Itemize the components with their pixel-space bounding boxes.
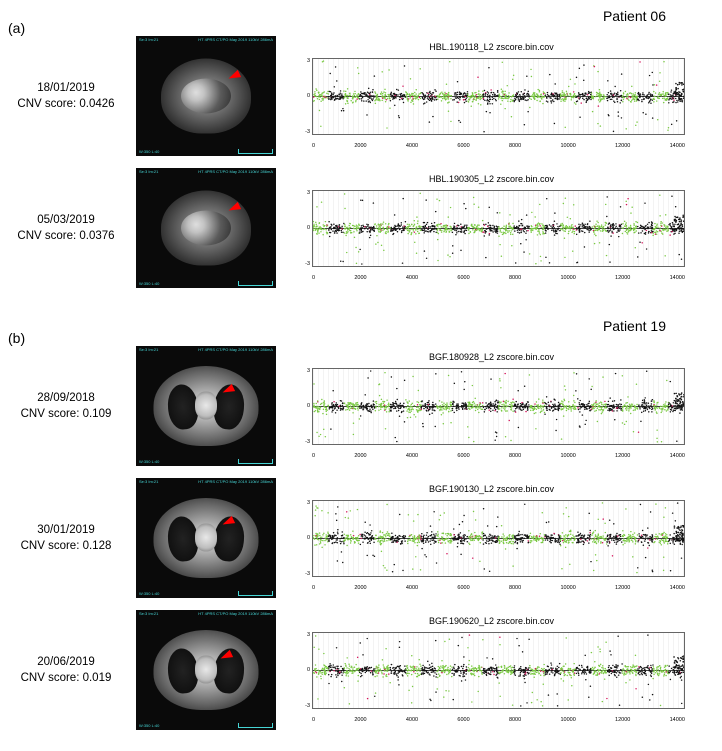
patient-b-label: Patient 19 xyxy=(603,318,666,334)
row-b-1: 30/01/2019 CNV score: 0.128 Se:3 Im:21 H… xyxy=(6,478,689,598)
row-a-0-date: 18/01/2019 xyxy=(6,80,126,96)
panel-a-label: (a) xyxy=(8,20,25,36)
scatter-svg xyxy=(313,369,684,444)
panel-b-label: (b) xyxy=(8,330,25,346)
row-b-2: 20/06/2019 CNV score: 0.019 Se:3 Im:21 H… xyxy=(6,610,689,730)
scatter-svg xyxy=(313,59,684,134)
ct-scan-a-1: Se:3 Im:21 HT 4PRS CT/PO May 2019 110kV … xyxy=(136,168,276,288)
row-a-0-cnv: CNV score: 0.0426 xyxy=(6,96,126,112)
row-b-0-text: 28/09/2018 CNV score: 0.109 xyxy=(6,390,126,422)
scale-ruler-icon xyxy=(238,149,273,154)
chart-a-0-x: 02000400060008000100001200014000 xyxy=(312,143,685,149)
ct-overlay-bl: W:350 L:40 xyxy=(139,150,159,154)
row-b-2-cnv: CNV score: 0.019 xyxy=(6,670,126,686)
ct-scan-a-0: Se:3 Im:21 HT 4PRS CT/PO May 2019 110kV … xyxy=(136,36,276,156)
scatter-svg xyxy=(313,633,684,708)
chart-a-0-box xyxy=(312,58,685,135)
ct-scan-b-0: Se:3 Im:21 HT 4PRS CT/PO May 2019 110kV … xyxy=(136,346,276,466)
row-a-0: 18/01/2019 CNV score: 0.0426 Se:3 Im:21 … xyxy=(6,36,689,156)
scale-ruler-icon xyxy=(238,281,273,286)
row-b-0: 28/09/2018 CNV score: 0.109 Se:3 Im:21 H… xyxy=(6,346,689,466)
chart-a-1: HBL.190305_L2 zscore.bin.cov 30-3 020004… xyxy=(294,176,689,281)
lesion-arrow-icon xyxy=(227,70,241,82)
scale-ruler-icon xyxy=(238,591,273,596)
patient-a-label: Patient 06 xyxy=(603,8,666,24)
scatter-svg xyxy=(313,191,684,266)
chart-b-0: BGF.180928_L2 zscore.bin.cov 30-3 020004… xyxy=(294,354,689,459)
scatter-svg xyxy=(313,501,684,576)
row-a-0-text: 18/01/2019 CNV score: 0.0426 xyxy=(6,80,126,112)
chart-b-2: BGF.190620_L2 zscore.bin.cov 30-3 020004… xyxy=(294,618,689,723)
scale-ruler-icon xyxy=(238,723,273,728)
row-a-1-cnv: CNV score: 0.0376 xyxy=(6,228,126,244)
chart-a-0-y: 30-3 xyxy=(298,58,310,135)
ct-scan-b-2: Se:3 Im:21 HT 4PRS CT/PO May 2019 110kV … xyxy=(136,610,276,730)
chart-a-1-title: HBL.190305_L2 zscore.bin.cov xyxy=(294,174,689,184)
row-b-0-cnv: CNV score: 0.109 xyxy=(6,406,126,422)
row-b-2-text: 20/06/2019 CNV score: 0.019 xyxy=(6,654,126,686)
row-a-1-date: 05/03/2019 xyxy=(6,212,126,228)
row-a-1: 05/03/2019 CNV score: 0.0376 Se:3 Im:21 … xyxy=(6,168,689,288)
row-b-2-date: 20/06/2019 xyxy=(6,654,126,670)
chart-a-0: HBL.190118_L2 zscore.bin.cov 30-3 020004… xyxy=(294,44,689,149)
row-b-1-text: 30/01/2019 CNV score: 0.128 xyxy=(6,522,126,554)
ct-scan-b-1: Se:3 Im:21 HT 4PRS CT/PO May 2019 110kV … xyxy=(136,478,276,598)
ct-overlay-tr: HT 4PRS CT/PO May 2019 110kV 286mA xyxy=(198,38,273,42)
row-b-1-date: 30/01/2019 xyxy=(6,522,126,538)
row-b-0-date: 28/09/2018 xyxy=(6,390,126,406)
ct-overlay-tl: Se:3 Im:21 xyxy=(139,38,158,42)
scale-ruler-icon xyxy=(238,459,273,464)
row-b-1-cnv: CNV score: 0.128 xyxy=(6,538,126,554)
lesion-arrow-icon xyxy=(227,202,241,214)
row-a-1-text: 05/03/2019 CNV score: 0.0376 xyxy=(6,212,126,244)
chart-b-1: BGF.190130_L2 zscore.bin.cov 30-3 020004… xyxy=(294,486,689,591)
chart-a-0-title: HBL.190118_L2 zscore.bin.cov xyxy=(294,42,689,52)
